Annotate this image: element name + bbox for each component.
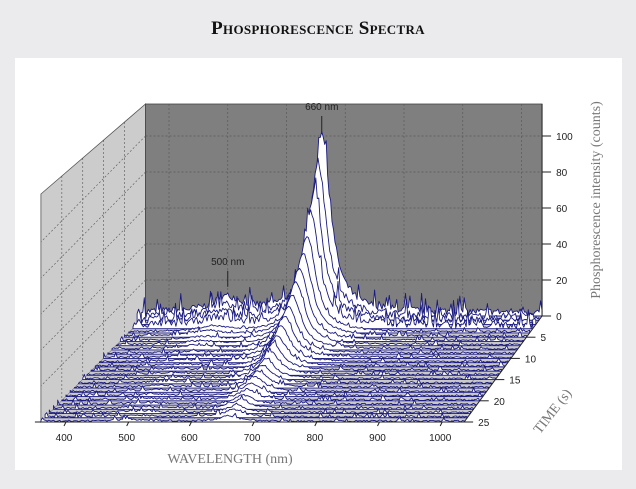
floor-gridline [316, 315, 405, 423]
spectrum-line-t16 [78, 365, 493, 385]
z-tick-label: 0 [556, 312, 562, 323]
x-tick [251, 421, 255, 427]
time-tick-label: 15 [509, 376, 521, 387]
side-gridline [40, 171, 146, 279]
spectrum-line-t25 [40, 412, 465, 423]
z-tick-label: 20 [556, 276, 568, 287]
z-tick-label: 40 [556, 240, 568, 251]
time-tick-label: 10 [525, 354, 537, 365]
spectrum-line-t22 [53, 395, 474, 410]
spectrum-line-t12 [94, 335, 506, 368]
x-tick [126, 421, 130, 427]
z-tick-label: 60 [556, 204, 568, 215]
x-tick [314, 421, 318, 427]
spectrum-line-t11 [99, 325, 509, 364]
spectrum-line-t14 [86, 347, 499, 376]
x-tick-label: 400 [56, 433, 73, 444]
annotation-label: 660 nm [305, 102, 338, 113]
spectrum-line-t20 [61, 388, 481, 402]
x-tick [63, 421, 67, 427]
x-tick [377, 421, 380, 427]
spectrum-line-t9 [107, 305, 515, 355]
spectrum-line-t24 [44, 408, 468, 419]
time-tick-label: 25 [478, 418, 490, 429]
z-tick-label: 80 [556, 168, 568, 179]
spectrum-line-t21 [57, 393, 478, 406]
time-tick-label: 20 [494, 397, 506, 408]
spectrum-line-t18 [69, 375, 487, 393]
time-axis [463, 315, 543, 423]
spectrum-line-t5 [124, 253, 527, 338]
spectrum-line-t13 [90, 339, 502, 372]
spectrum-line-t1 [140, 157, 540, 321]
x-tick [439, 421, 443, 427]
side-gridline [40, 135, 146, 243]
side-gridline [40, 243, 146, 351]
chart-title: Phosphorescence Spectra [211, 18, 425, 39]
x-tick-label: 700 [244, 433, 261, 444]
spectrum-line-t7 [115, 281, 521, 347]
spectrum-line-t23 [48, 402, 471, 414]
side-gridline [40, 207, 146, 315]
x-tick-label: 800 [306, 433, 323, 444]
spectrum-line-t19 [65, 382, 484, 398]
spectrum-line-t4 [128, 236, 531, 334]
spectrum-line-t15 [82, 357, 496, 381]
x-tick-label: 500 [118, 433, 135, 444]
x-tick-label: 1000 [429, 433, 452, 444]
spectrum-line-t6 [119, 267, 524, 342]
z-tick-label: 100 [556, 132, 573, 143]
side-gridline [40, 279, 146, 387]
spectrum-line-t10 [103, 315, 512, 359]
spectrum-line-t3 [132, 207, 534, 330]
x-axis-label: WAVELENGTH (nm) [167, 452, 293, 467]
x-tick-label: 900 [369, 433, 386, 444]
x-tick-label: 600 [181, 433, 198, 444]
time-tick-label: 5 [540, 333, 546, 344]
z-axis-label: Phosphorescence intensity (counts) [589, 101, 604, 299]
x-tick [188, 421, 192, 427]
annotation-label: 500 nm [211, 257, 244, 268]
spectrum-line-t8 [111, 294, 518, 351]
time-axis-label: TIME (s) [531, 386, 575, 437]
